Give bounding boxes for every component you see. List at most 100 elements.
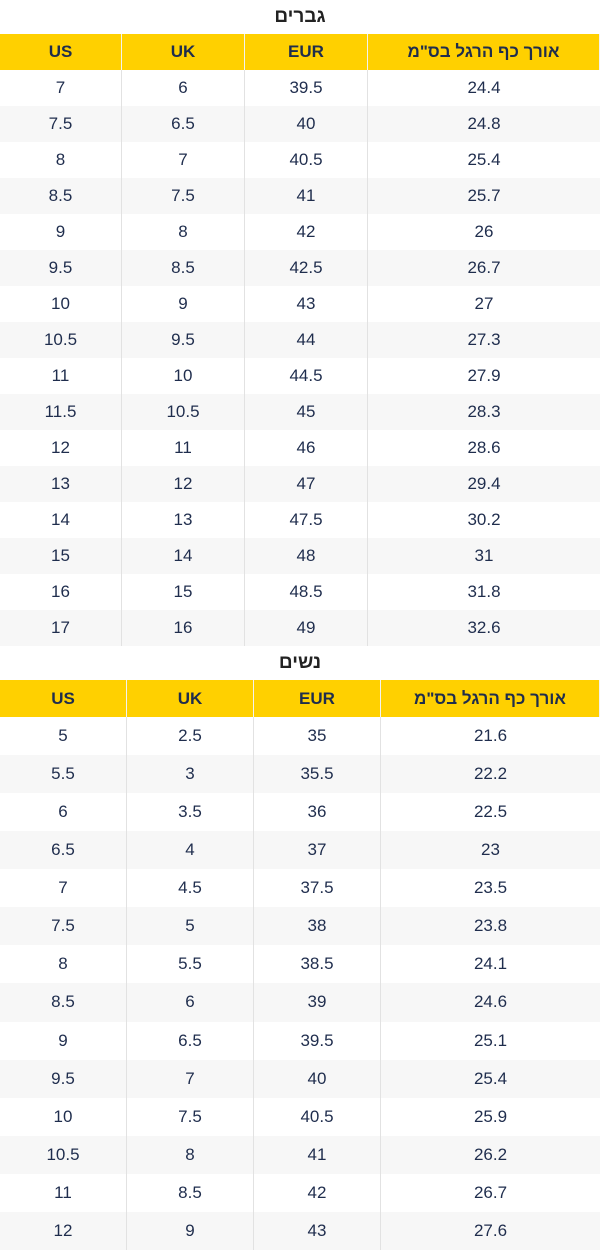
table-cell: 6.5: [127, 1021, 254, 1060]
table-cell: 42.5: [245, 250, 368, 286]
table-row: 7 4.5 37.5 23.5: [0, 869, 600, 908]
table-cell: 10.5: [0, 322, 122, 358]
table-cell: 8: [122, 214, 245, 250]
table-cell: 12: [122, 466, 245, 502]
table-row: 12 11 46 28.6: [0, 430, 600, 466]
table-cell: 27.9: [467, 366, 501, 385]
table-cell: 32.6: [467, 618, 501, 637]
table-row: 15 14 48 31: [0, 538, 600, 574]
table-cell: 9.5: [0, 1059, 127, 1098]
table-cell: 9.5: [0, 250, 122, 286]
table-cell: 39.5: [245, 70, 368, 106]
table-cell: 43: [245, 286, 368, 322]
table-cell: 39: [254, 983, 381, 1022]
table-row: 14 13 47.5 30.2: [0, 502, 600, 538]
table-row: 16 15 48.5 31.8: [0, 574, 600, 610]
table-row: 5 2.5 35 21.6: [0, 717, 600, 756]
table-cell: 11.5: [0, 394, 122, 430]
table-cell: 31: [474, 546, 494, 565]
table-cell: 49: [245, 610, 368, 646]
header-cell: UK: [122, 34, 245, 70]
table-cell: 24.4: [467, 78, 501, 97]
table-cell: 37: [254, 831, 381, 870]
table-cell: 8: [127, 1135, 254, 1174]
table-row: 7 6 39.5 24.4: [0, 70, 600, 106]
table-cell: 25.4: [467, 150, 501, 169]
table-cell: 7: [0, 869, 127, 908]
table-row: 6 3.5 36 22.5: [0, 793, 600, 832]
table-cell: 22.2: [473, 764, 508, 784]
table-cell: 6.5: [122, 106, 245, 142]
header-cell: אורך כף הרגל בס"מ: [368, 34, 600, 70]
table-row: 6.5 4 37 23: [0, 831, 600, 870]
table-cell: 26.7: [467, 258, 501, 277]
table-cell: 46: [245, 430, 368, 466]
table-cell: 6: [122, 70, 245, 106]
table-cell: 9: [0, 1021, 127, 1060]
table-cell: 27.3: [467, 330, 501, 349]
table-row: 9.5 7 40 25.4: [0, 1059, 600, 1098]
table-cell: 26: [474, 222, 494, 241]
table-cell: 48: [245, 538, 368, 574]
header-cell: EUR: [254, 680, 381, 717]
table-row: 7.5 5 38 23.8: [0, 907, 600, 946]
table-cell: 16: [0, 574, 122, 610]
table-cell: 7: [127, 1059, 254, 1098]
table-cell: 23.8: [473, 916, 508, 936]
table-cell: 4.5: [127, 869, 254, 908]
size-table: US UK EUR אורך כף הרגל בס"מ 5 2.5 35 21.6 5.5 3 35…: [0, 680, 600, 1250]
table-cell: 14: [122, 538, 245, 574]
table-cell: 39.5: [254, 1021, 381, 1060]
table-cell: 41: [254, 1135, 381, 1174]
table-cell: 5.5: [127, 945, 254, 984]
header-cell: US: [0, 34, 122, 70]
table-cell: 9.5: [122, 322, 245, 358]
table-cell: 5.5: [0, 755, 127, 794]
table-cell: 5: [0, 717, 127, 756]
table-cell: 41: [245, 178, 368, 214]
table-cell: 35.5: [254, 755, 381, 794]
table-cell: 30.2: [467, 510, 501, 529]
table-cell: 3.5: [127, 793, 254, 832]
table-cell: 26.2: [473, 1144, 508, 1164]
table-cell: 9: [127, 1211, 254, 1250]
table-row: 9 6.5 39.5 25.1: [0, 1021, 600, 1060]
table-cell: 10: [122, 358, 245, 394]
table-cell: 4: [127, 831, 254, 870]
header-cell: EUR: [245, 34, 368, 70]
table-cell: 40: [245, 106, 368, 142]
table-cell: 24.1: [473, 954, 508, 974]
table-cell: 15: [0, 538, 122, 574]
table-cell: 25.7: [467, 186, 501, 205]
table-cell: 36: [254, 793, 381, 832]
table-cell: 10: [0, 1097, 127, 1136]
table-cell: 26.7: [473, 1182, 508, 1202]
table-cell: 28.6: [467, 438, 501, 457]
table-row: 11.5 10.5 45 28.3: [0, 394, 600, 430]
header-row: US UK EUR אורך כף הרגל בס"מ: [0, 680, 600, 717]
table-cell: 3: [127, 755, 254, 794]
table-cell: 7.5: [0, 106, 122, 142]
header-cell: UK: [127, 680, 254, 717]
table-cell: 11: [0, 358, 122, 394]
table-cell: 44: [245, 322, 368, 358]
table-row: 8 7 40.5 25.4: [0, 142, 600, 178]
table-cell: 6.5: [0, 831, 127, 870]
table-cell: 27.6: [473, 1220, 508, 1240]
table-cell: 16: [122, 610, 245, 646]
table-cell: 13: [122, 502, 245, 538]
table-row: 10.5 9.5 44 27.3: [0, 322, 600, 358]
table-cell: 35: [254, 717, 381, 756]
table-cell: 24.6: [473, 992, 508, 1012]
table-cell: 10.5: [0, 1135, 127, 1174]
table-cell: 7.5: [122, 178, 245, 214]
table-cell: 25.1: [473, 1030, 508, 1050]
table-cell: 40: [254, 1059, 381, 1098]
table-cell: 8.5: [0, 983, 127, 1022]
table-row: 12 9 43 27.6: [0, 1211, 600, 1250]
table-row: 13 12 47 29.4: [0, 466, 600, 502]
table-row: 7.5 6.5 40 24.8: [0, 106, 600, 142]
table-cell: 6: [127, 983, 254, 1022]
table-row: 10.5 8 41 26.2: [0, 1135, 600, 1174]
table-cell: 43: [254, 1211, 381, 1250]
